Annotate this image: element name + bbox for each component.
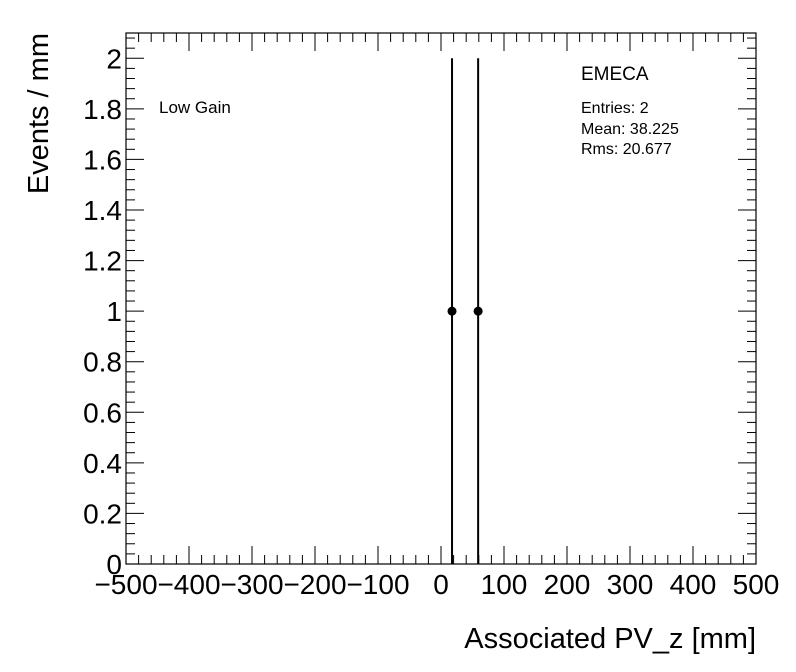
y-tick-label: 0.4 <box>83 448 122 479</box>
x-tick-label: 200 <box>544 569 591 600</box>
x-axis-label: Associated PV_z [mm] <box>464 623 756 655</box>
data-point <box>447 306 457 316</box>
x-tick-label: 100 <box>481 569 528 600</box>
x-tick-label: 0 <box>433 569 449 600</box>
y-tick-label: 0.8 <box>83 347 122 378</box>
x-tick-label: −300 <box>220 569 283 600</box>
x-tick-label: 300 <box>607 569 654 600</box>
x-tick-labels: −500 −400 −300 −200 −100 0 100 200 300 400 500 <box>94 569 779 600</box>
x-tick-label: −200 <box>283 569 346 600</box>
stats-rms: Rms: 20.677 <box>581 141 672 158</box>
stats-entries: Entries: 2 <box>581 100 649 117</box>
minor-ticks <box>126 33 756 564</box>
y-tick-labels: 0 0.2 0.4 0.6 0.8 1 1.2 1.4 1.6 1.8 2 <box>83 43 122 580</box>
y-tick-label: 1.6 <box>83 144 122 175</box>
y-tick-label: 2 <box>106 43 122 74</box>
x-tick-label: −100 <box>346 569 409 600</box>
data-point <box>473 306 483 316</box>
major-ticks <box>125 33 757 565</box>
y-axis-label: Events / mm <box>23 33 55 194</box>
x-tick-label: −400 <box>157 569 220 600</box>
y-tick-label: 0.6 <box>83 397 122 428</box>
stats-mean: Mean: 38.225 <box>581 121 679 138</box>
data-points <box>447 58 483 564</box>
y-tick-label: 0.2 <box>83 498 122 529</box>
y-tick-label: 1.4 <box>83 195 122 226</box>
x-tick-label: −500 <box>94 569 157 600</box>
y-tick-label: 1.2 <box>83 246 122 277</box>
y-tick-label: 1 <box>106 296 122 327</box>
y-tick-label: 1.8 <box>83 94 122 125</box>
gain-label: Low Gain <box>159 98 231 117</box>
region-label: EMECA <box>581 64 649 85</box>
x-tick-label: 400 <box>670 569 717 600</box>
y-tick-label: 0 <box>106 549 122 580</box>
x-tick-label: 500 <box>733 569 780 600</box>
